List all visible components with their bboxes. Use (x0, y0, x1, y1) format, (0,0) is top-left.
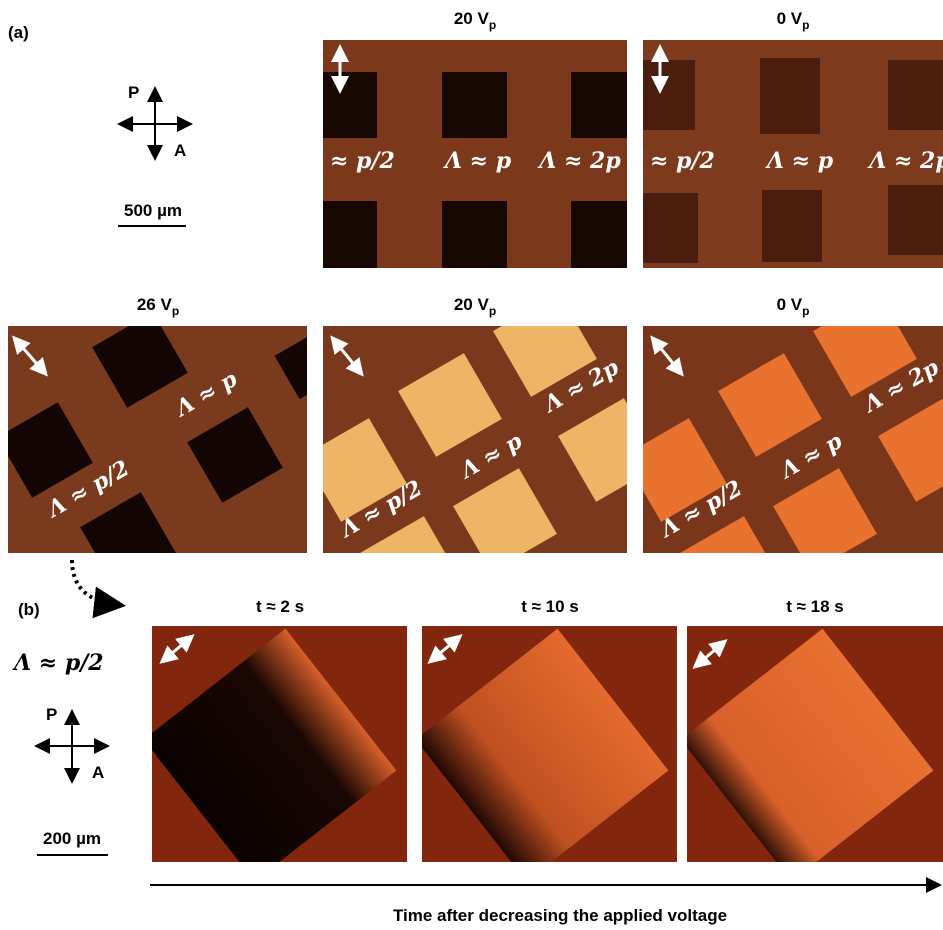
frame-title: t ≈ 18 s (786, 597, 844, 616)
text: p (489, 304, 496, 318)
micrograph (416, 626, 677, 881)
polarizer-a: A (174, 141, 186, 160)
figure: (a) P A 500 µm 20 Vp 0 Vp 26 Vp 20 Vp 0 … (0, 0, 943, 930)
scale-label: 200 µm (43, 829, 101, 848)
image-title: 26 Vp (137, 295, 179, 318)
polarizer-p: P (46, 705, 57, 724)
frame-title: t ≈ 10 s (521, 597, 579, 616)
frame-title: t ≈ 2 s (256, 597, 304, 616)
micrograph: Λ ≈ 2p Λ ≈ p Λ ≈ p/2 (623, 293, 943, 620)
text: 20 V (454, 9, 490, 28)
micrograph (144, 626, 407, 881)
panel-label: (b) (18, 600, 40, 619)
panel-label: (a) (8, 23, 29, 42)
text: 0 V (777, 295, 803, 314)
image-label: Λ ≈ 2p (537, 148, 621, 174)
polarizer-a: A (92, 763, 104, 782)
image-label: Λ ≈ p/2 (623, 148, 715, 174)
image-title: 20 Vp (454, 295, 496, 318)
micrograph: Λ ≈ p/2 Λ ≈ p Λ ≈ 2p (303, 40, 631, 268)
polarizer-p: P (128, 83, 139, 102)
text: p (802, 304, 809, 318)
page: (a) P A 500 µm 20 Vp 0 Vp 26 Vp 20 Vp 0 … (0, 0, 943, 930)
text: 20 V (454, 295, 490, 314)
image-label: Λ ≈ p (443, 148, 512, 174)
text: p (489, 18, 496, 32)
micrograph: Λ ≈ p/2 Λ ≈ p Λ ≈ 2p (623, 40, 943, 268)
micrograph: Λ ≈ p Λ ≈ p/2 (0, 312, 343, 588)
text: 26 V (137, 295, 173, 314)
dotted-arrow (72, 560, 118, 605)
image-title: 20 Vp (454, 9, 496, 32)
image-label: Λ ≈ p (765, 148, 834, 174)
micrograph: Λ ≈ 2p Λ ≈ p Λ ≈ p/2 (303, 293, 662, 620)
scale-label: 500 µm (124, 201, 182, 220)
axis-label: Time after decreasing the applied voltag… (393, 906, 727, 925)
lambda-label: Λ ≈ p/2 (12, 650, 104, 676)
image-label: Λ ≈ p/2 (303, 148, 395, 174)
text: p (802, 18, 809, 32)
text: p (172, 304, 179, 318)
image-label: Λ ≈ 2p (867, 148, 943, 174)
image-title: 0 Vp (777, 9, 810, 32)
micrograph (681, 626, 943, 881)
image-title: 0 Vp (777, 295, 810, 318)
text: 0 V (777, 9, 803, 28)
